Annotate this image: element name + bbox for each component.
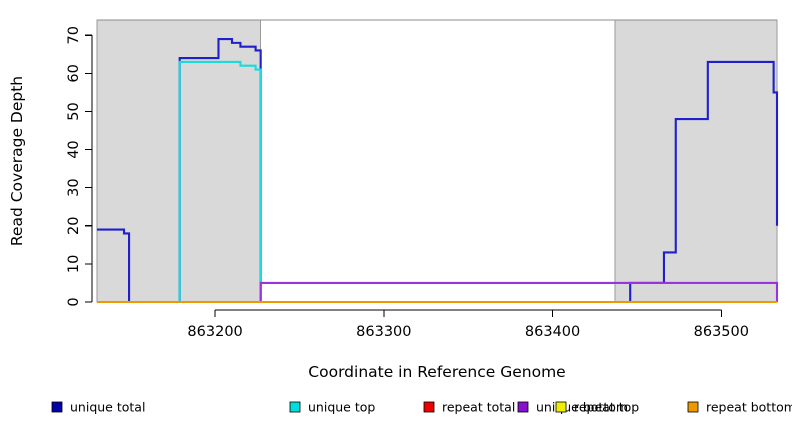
x-tick-label: 863500 [694, 324, 749, 340]
legend-label-repeat-total: repeat total [442, 400, 515, 415]
repeat-region-right [614, 19, 778, 303]
y-tick-label: 10 [66, 255, 82, 273]
y-tick-label: 60 [66, 64, 82, 82]
legend-swatch-repeat-total [423, 401, 435, 413]
axis-layer [85, 34, 722, 317]
series-unique-top [97, 60, 777, 304]
legend-swatch-unique-total [51, 401, 63, 413]
legend-entry: unique top [289, 400, 375, 415]
legend-entry: unique total [51, 400, 145, 415]
x-tick-label: 863400 [525, 324, 580, 340]
legend-label-repeat-top: repeat top [574, 400, 639, 415]
legend-entry: repeat bottom [687, 400, 792, 415]
legend-swatch-repeat-top [555, 401, 567, 413]
legend-swatch-repeat-bottom [687, 401, 699, 413]
legend-entry: repeat top [555, 400, 639, 415]
legend-swatch-unique-bottom [517, 401, 529, 413]
axis-label-layer: 0 10 20 30 40 50 60 70 863200 863300 863400 863500 R… [8, 26, 749, 381]
legend-swatch-unique-top [289, 401, 301, 413]
y-axis-title: Read Coverage Depth [8, 76, 26, 246]
legend-label-unique-total: unique total [70, 400, 145, 415]
y-tick-label: 30 [66, 178, 82, 196]
y-tick-label: 20 [66, 217, 82, 235]
x-tick-label: 863200 [187, 324, 242, 340]
legend-label-repeat-bottom: repeat bottom [706, 400, 792, 415]
x-tick-label: 863300 [356, 324, 411, 340]
legend-label-unique-top: unique top [308, 400, 375, 415]
chart-legend: unique total unique top unique bottomrepea… [51, 400, 792, 415]
y-tick-label: 0 [66, 297, 82, 306]
legend-entry: repeat total [423, 400, 515, 415]
coverage-series-layer [97, 38, 779, 304]
x-axis-title: Coordinate in Reference Genome [308, 363, 565, 381]
y-tick-label: 50 [66, 102, 82, 120]
y-tick-label: 70 [66, 26, 82, 44]
y-tick-label: 40 [66, 140, 82, 158]
